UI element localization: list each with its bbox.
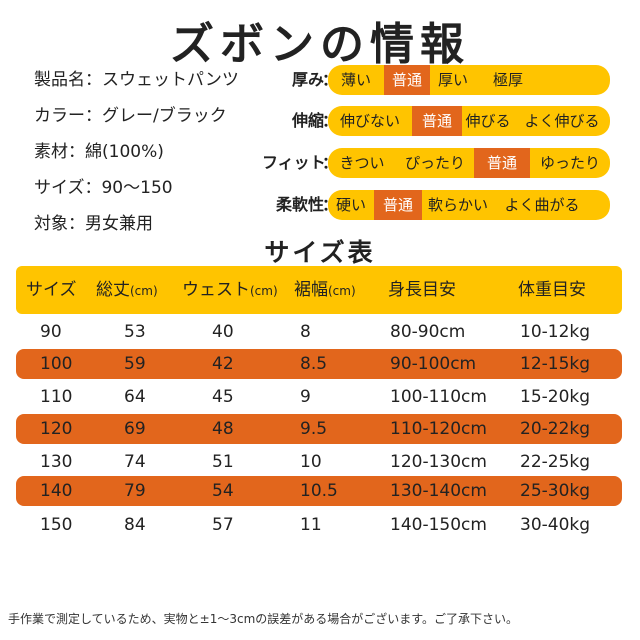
attribute-option: 伸びない xyxy=(339,112,400,130)
attribute-option: 伸びる xyxy=(465,112,511,130)
table-cell: 74 xyxy=(124,452,146,472)
table-cell: 15-20kg xyxy=(520,387,591,407)
table-cell: 59 xyxy=(124,354,146,374)
attribute-option: よく伸びる xyxy=(524,112,600,130)
table-cell: 130 xyxy=(40,452,73,472)
info-material: 素材：綿(100%) xyxy=(34,142,164,162)
page-title: ズボンの情報 xyxy=(170,19,470,70)
table-cell: 30-40kg xyxy=(520,515,591,535)
table-cell: 80-90cm xyxy=(390,322,466,342)
table-row: 120 69 48 9.5 110-120cm 20-22kg xyxy=(16,414,622,444)
table-cell: 150 xyxy=(40,515,73,535)
table-cell: 9.5 xyxy=(300,419,328,439)
attribute-option-selected: 普通 xyxy=(474,148,530,178)
table-cell: 10.5 xyxy=(300,481,338,501)
size-table-title: サイズ表 xyxy=(264,238,376,267)
info-color: カラー：グレー/ブラック xyxy=(34,106,227,126)
table-cell: 8.5 xyxy=(300,354,328,374)
table-cell: 8 xyxy=(300,322,311,342)
table-row: 90 53 40 8 80-90cm 10-12kg xyxy=(16,317,622,347)
table-cell: 110 xyxy=(40,387,73,407)
table-cell: 53 xyxy=(124,322,146,342)
info-product-name: 製品名：スウェットパンツ xyxy=(34,70,239,90)
table-row: 100 59 42 8.5 90-100cm 12-15kg xyxy=(16,349,622,379)
table-row: 130 74 51 10 120-130cm 22-25kg xyxy=(16,447,622,477)
table-cell: 100 xyxy=(40,354,73,374)
table-cell: 79 xyxy=(124,481,146,501)
table-cell: 40 xyxy=(212,322,234,342)
table-cell: 25-30kg xyxy=(520,481,591,501)
table-header-cell: 裾幅(cm) xyxy=(294,280,356,300)
table-cell: 22-25kg xyxy=(520,452,591,472)
table-row: 140 79 54 10.5 130-140cm 25-30kg xyxy=(16,476,622,506)
size-table-header: サイズ 総丈(cm) ウェスト(cm) 裾幅(cm) 身長目安 体重目安 xyxy=(16,266,622,314)
table-cell: 51 xyxy=(212,452,234,472)
table-cell: 100-110cm xyxy=(390,387,487,407)
table-cell: 20-22kg xyxy=(520,419,591,439)
table-cell: 130-140cm xyxy=(390,481,487,501)
table-row: 110 64 45 9 100-110cm 15-20kg xyxy=(16,382,622,412)
product-info-list: 製品名：スウェットパンツ カラー：グレー/ブラック 素材：綿(100%) サイズ… xyxy=(34,68,264,248)
info-size: サイズ：90〜150 xyxy=(34,178,173,198)
table-header-cell: 体重目安 xyxy=(518,280,586,300)
attribute-option: 硬い xyxy=(335,196,366,214)
table-header-cell: 総丈(cm) xyxy=(96,280,158,300)
attribute-option: 厚い xyxy=(437,71,468,89)
attribute-label: 伸縮 xyxy=(291,111,324,130)
table-cell: 140 xyxy=(40,481,73,501)
attribute-label: フィット xyxy=(262,153,326,172)
table-header-cell: 身長目安 xyxy=(388,280,456,300)
attribute-option-selected: 普通 xyxy=(412,106,462,136)
attribute-option: きつい xyxy=(339,154,385,172)
table-cell: 69 xyxy=(124,419,146,439)
table-cell: 10 xyxy=(300,452,322,472)
table-header-cell: ウェスト(cm) xyxy=(182,280,278,300)
attribute-scale-bar: 伸びない 普通 伸びる よく伸びる xyxy=(328,106,610,136)
attribute-option: 軟らかい xyxy=(427,196,488,214)
attribute-scale-bar: 薄い 普通 厚い 極厚 xyxy=(328,65,610,95)
attribute-option: よく曲がる xyxy=(504,196,580,214)
table-cell: 45 xyxy=(212,387,234,407)
table-cell: 12-15kg xyxy=(520,354,591,374)
table-cell: 140-150cm xyxy=(390,515,487,535)
table-cell: 10-12kg xyxy=(520,322,591,342)
footer-note: 手作業で測定しているため、実物と±1〜3cmの誤差がある場合がございます。ご了承… xyxy=(8,612,519,626)
table-cell: 48 xyxy=(212,419,234,439)
attribute-option: ゆったり xyxy=(539,154,600,172)
table-cell: 54 xyxy=(212,481,234,501)
attribute-label: 柔軟性 xyxy=(275,195,324,214)
table-cell: 84 xyxy=(124,515,146,535)
table-cell: 42 xyxy=(212,354,234,374)
attribute-option: 薄い xyxy=(340,71,371,89)
table-cell: 57 xyxy=(212,515,234,535)
attribute-option-selected: 普通 xyxy=(384,65,430,95)
table-cell: 120-130cm xyxy=(390,452,487,472)
table-header-cell: サイズ xyxy=(26,280,77,300)
table-cell: 90 xyxy=(40,322,62,342)
table-cell: 11 xyxy=(300,515,322,535)
info-target: 対象：男女兼用 xyxy=(34,214,153,234)
table-cell: 9 xyxy=(300,387,311,407)
table-cell: 90-100cm xyxy=(390,354,477,374)
attribute-scale-bar: 硬い 普通 軟らかい よく曲がる xyxy=(328,190,610,220)
table-row: 150 84 57 11 140-150cm 30-40kg xyxy=(16,510,622,540)
table-cell: 110-120cm xyxy=(390,419,487,439)
attribute-option: 極厚 xyxy=(492,71,523,89)
table-cell: 64 xyxy=(124,387,146,407)
attribute-scale-bar: きつい ぴったり 普通 ゆったり xyxy=(328,148,610,178)
attribute-option-selected: 普通 xyxy=(374,190,422,220)
table-cell: 120 xyxy=(40,419,73,439)
attribute-label: 厚み xyxy=(291,70,324,89)
attribute-option: ぴったり xyxy=(404,154,465,172)
